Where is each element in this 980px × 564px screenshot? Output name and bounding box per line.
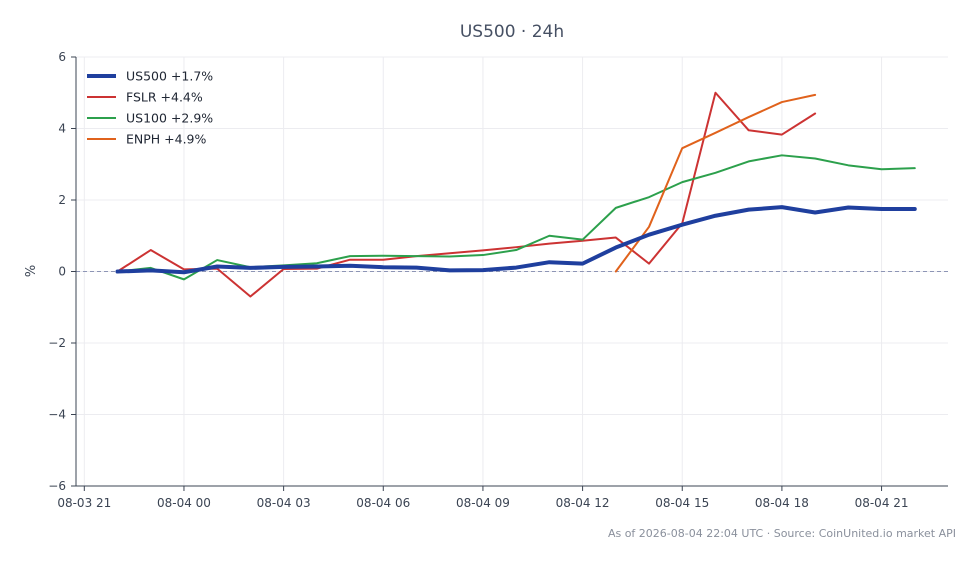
x-tick-label: 08-03 21 bbox=[57, 496, 111, 510]
legend: US500 +1.7% FSLR +4.4% US100 +2.9% ENPH +4.… bbox=[87, 69, 213, 147]
y-tick-label: −2 bbox=[48, 336, 66, 350]
legend-label: US100 +2.9% bbox=[126, 111, 213, 126]
x-tick-label: 08-04 18 bbox=[755, 496, 809, 510]
x-tick-label: 08-04 21 bbox=[855, 496, 909, 510]
y-tick-label: 6 bbox=[58, 50, 66, 64]
y-tick-label: −6 bbox=[48, 479, 66, 493]
x-tick-label: 08-04 09 bbox=[456, 496, 510, 510]
x-tick-label: 08-04 06 bbox=[356, 496, 410, 510]
legend-label: FSLR +4.4% bbox=[126, 90, 203, 105]
y-tick-label: 4 bbox=[58, 122, 66, 136]
series-line-4 bbox=[614, 93, 817, 273]
chart-title: US500 · 24h bbox=[460, 22, 564, 42]
series-lines bbox=[115, 91, 917, 298]
series-line-1 bbox=[115, 205, 917, 275]
source-footer: As of 2026-08-04 22:04 UTC · Source: Coi… bbox=[607, 527, 956, 540]
x-tick-label: 08-04 03 bbox=[257, 496, 311, 510]
series-line-3 bbox=[116, 154, 916, 281]
legend-label: ENPH +4.9% bbox=[126, 132, 207, 147]
y-tick-label: 0 bbox=[58, 265, 66, 279]
x-axis-ticks: 08-03 21 08-04 00 08-04 03 08-04 06 08-04 09… bbox=[57, 486, 909, 510]
x-tick-label: 08-04 15 bbox=[655, 496, 709, 510]
legend-label: US500 +1.7% bbox=[126, 69, 213, 84]
x-tick-label: 08-04 12 bbox=[556, 496, 610, 510]
y-tick-label: −4 bbox=[48, 408, 66, 422]
x-tick-label: 08-04 00 bbox=[157, 496, 211, 510]
y-axis-label: % bbox=[24, 265, 39, 277]
y-axis-ticks: −6 −4 −2 0 2 4 6 bbox=[48, 50, 76, 493]
y-tick-label: 2 bbox=[58, 193, 66, 207]
series-line-2 bbox=[116, 91, 817, 298]
